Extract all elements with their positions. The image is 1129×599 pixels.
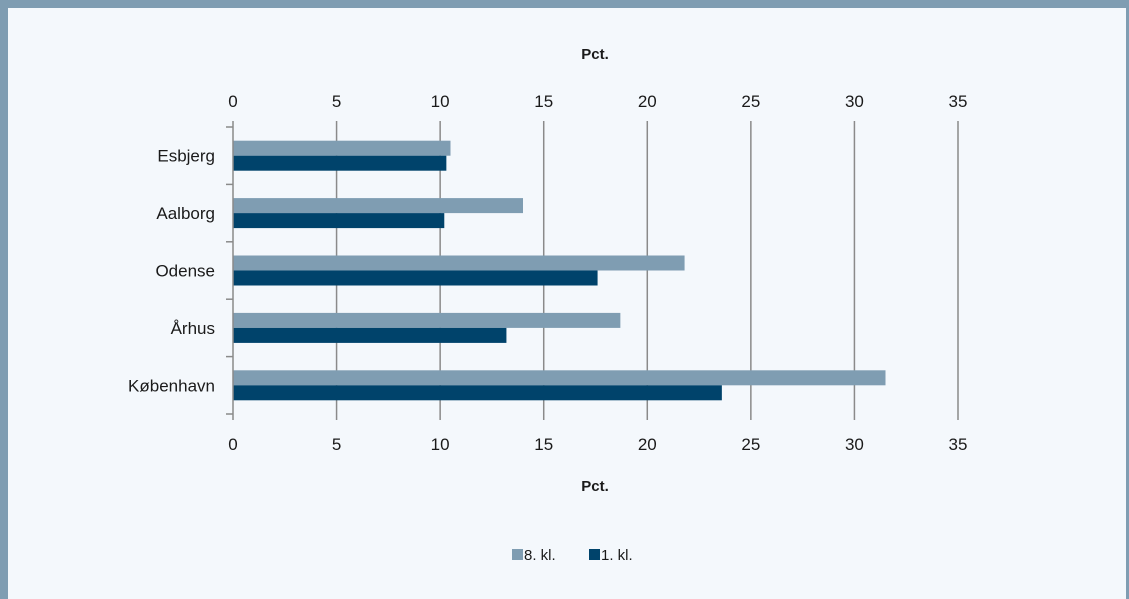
x-tick-label-top: 15: [534, 92, 553, 111]
x-axis-title-top: Pct.: [581, 46, 609, 63]
bar-series-1: [233, 370, 886, 386]
legend-label: 8. kl.: [524, 547, 556, 564]
x-tick-label-bottom: 10: [431, 435, 450, 454]
y-category-label: København: [128, 376, 215, 395]
x-tick-label-bottom: 5: [332, 435, 341, 454]
x-axis-title-bottom: Pct.: [581, 478, 609, 495]
panel-right-border: [1126, 0, 1129, 599]
x-tick-label-top: 35: [949, 92, 968, 111]
bar-series-1: [233, 198, 523, 214]
x-tick-label-bottom: 0: [228, 435, 237, 454]
bar-series-1: [233, 312, 621, 328]
panel-left-border: [0, 0, 8, 599]
legend: 8. kl. 1. kl.: [512, 547, 633, 564]
x-tick-label-top: 0: [228, 92, 237, 111]
bar-series-2: [233, 327, 507, 343]
legend-swatch: [512, 549, 523, 560]
bars: [233, 140, 886, 401]
x-tick-label-top: 25: [741, 92, 760, 111]
x-tick-label-bottom: 20: [638, 435, 657, 454]
y-category-label: Odense: [155, 262, 215, 281]
x-tick-label-top: 10: [431, 92, 450, 111]
x-tick-label-bottom: 15: [534, 435, 553, 454]
y-category-label: Esbjerg: [157, 147, 215, 166]
y-category-label: Aalborg: [156, 204, 215, 223]
y-category-label: Århus: [171, 319, 215, 338]
bar-series-1: [233, 140, 451, 156]
bar-series-2: [233, 385, 722, 401]
bar-series-2: [233, 155, 447, 171]
x-tick-label-bottom: 30: [845, 435, 864, 454]
panel-top-border: [0, 0, 1129, 8]
x-tick-label-top: 30: [845, 92, 864, 111]
bar-series-2: [233, 270, 598, 286]
x-tick-label-bottom: 25: [741, 435, 760, 454]
bar-series-1: [233, 255, 685, 271]
bar-series-2: [233, 213, 445, 229]
legend-label: 1. kl.: [601, 547, 633, 564]
x-tick-label-bottom: 35: [949, 435, 968, 454]
x-tick-label-top: 20: [638, 92, 657, 111]
labels: Pct. Pct. 0 0 5 5 10 10 15 15 20 20 25 25 30 30 35 35 Es…: [128, 46, 967, 495]
x-tick-label-top: 5: [332, 92, 341, 111]
legend-swatch: [589, 549, 600, 560]
axes: [226, 121, 234, 420]
